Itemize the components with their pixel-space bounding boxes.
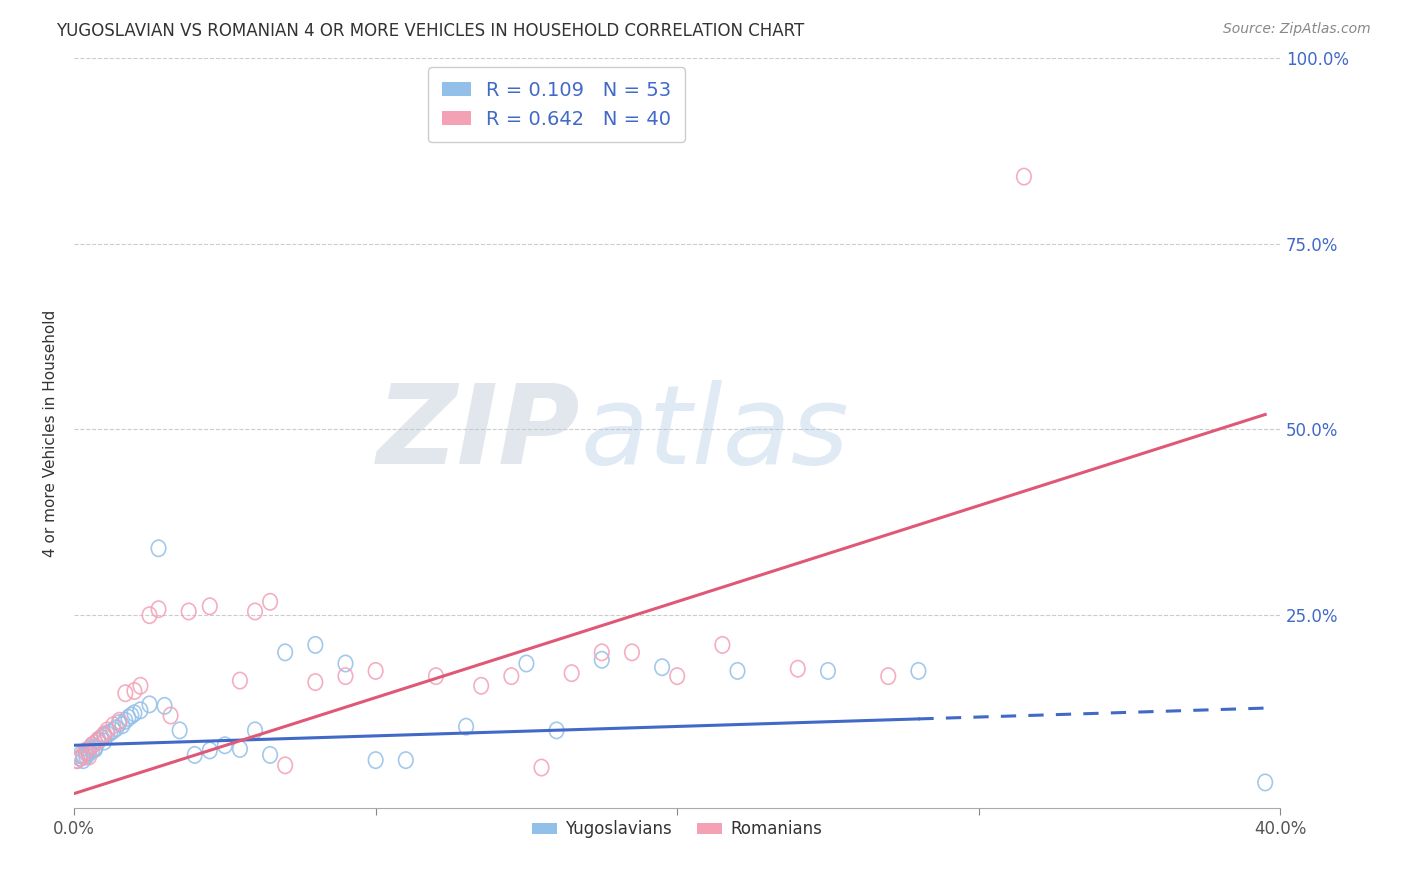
- Legend: Yugoslavians, Romanians: Yugoslavians, Romanians: [526, 814, 830, 845]
- Y-axis label: 4 or more Vehicles in Household: 4 or more Vehicles in Household: [44, 310, 58, 557]
- Text: atlas: atlas: [581, 380, 849, 486]
- Text: ZIP: ZIP: [377, 380, 581, 486]
- Text: Source: ZipAtlas.com: Source: ZipAtlas.com: [1223, 22, 1371, 37]
- Text: YUGOSLAVIAN VS ROMANIAN 4 OR MORE VEHICLES IN HOUSEHOLD CORRELATION CHART: YUGOSLAVIAN VS ROMANIAN 4 OR MORE VEHICL…: [56, 22, 804, 40]
